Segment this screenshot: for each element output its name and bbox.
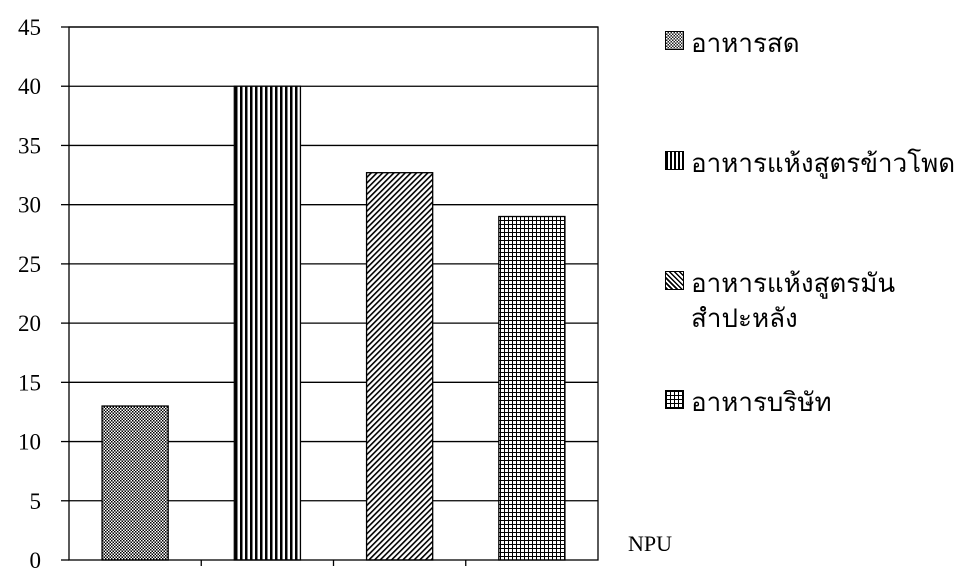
bar: [101, 405, 169, 561]
bar: [498, 215, 566, 561]
legend-item-cassava-formula: อาหารแห้งสูตรมัน สำปะหลัง: [665, 266, 971, 336]
legend-swatch-grid: [665, 390, 684, 409]
legend: อาหารสด อาหารแห้งสูตรข้าวโพด อาหารแห้งสู…: [665, 0, 978, 570]
legend-item-fresh-food: อาหารสด: [665, 26, 971, 61]
legend-item-company-feed: อาหารบริษัท: [665, 385, 971, 420]
axes: [68, 26, 599, 566]
y-tick-label: 10: [18, 430, 41, 455]
y-axis-ticks: 0 5 10 15 20 25 30 35 40 45: [18, 15, 69, 570]
y-tick-label: 5: [30, 489, 42, 514]
y-tick-label: 30: [18, 193, 41, 218]
bar: [233, 85, 302, 561]
y-tick-label: 45: [18, 15, 41, 40]
y-tick-label: 15: [18, 370, 41, 395]
bars: [101, 85, 566, 561]
legend-swatch-vertical: [665, 151, 684, 170]
x-axis-label: NPU: [628, 531, 673, 556]
legend-label: อาหารแห้งสูตรข้าวโพด: [691, 149, 956, 178]
legend-label: อาหารแห้งสูตรมัน สำปะหลัง: [691, 269, 896, 333]
y-tick-label: 35: [18, 133, 41, 158]
y-tick-label: 20: [18, 311, 41, 336]
y-tick-label: 0: [30, 548, 42, 570]
bar-chart: 0 5 10 15 20 25 30 35 40 45: [18, 15, 599, 570]
legend-swatch-diagonal: [665, 271, 684, 290]
legend-swatch-dots: [665, 31, 684, 50]
legend-item-corn-formula: อาหารแห้งสูตรข้าวโพด: [665, 146, 971, 181]
y-tick-label: 25: [18, 252, 41, 277]
y-tick-label: 40: [18, 74, 41, 99]
legend-label: อาหารสด: [691, 29, 800, 58]
bar: [365, 172, 434, 561]
legend-label: อาหารบริษัท: [691, 388, 832, 417]
